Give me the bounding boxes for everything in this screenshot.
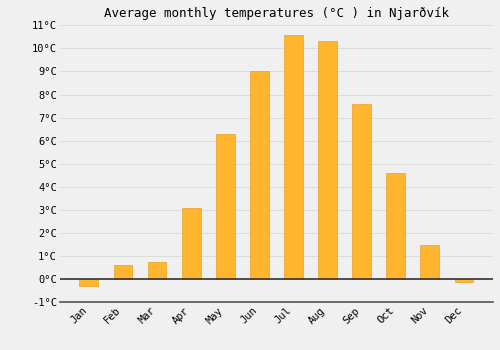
Bar <box>250 71 268 279</box>
Bar <box>318 41 337 279</box>
Bar <box>114 266 132 279</box>
Bar <box>420 245 440 279</box>
Bar <box>182 208 201 279</box>
Bar <box>284 35 303 279</box>
Title: Average monthly temperatures (°C ) in Njarðvík: Average monthly temperatures (°C ) in Nj… <box>104 7 449 20</box>
Bar <box>148 262 167 279</box>
Bar <box>352 104 371 279</box>
Bar <box>80 279 98 286</box>
Bar <box>386 173 405 279</box>
Bar <box>216 134 234 279</box>
Bar <box>454 279 473 282</box>
